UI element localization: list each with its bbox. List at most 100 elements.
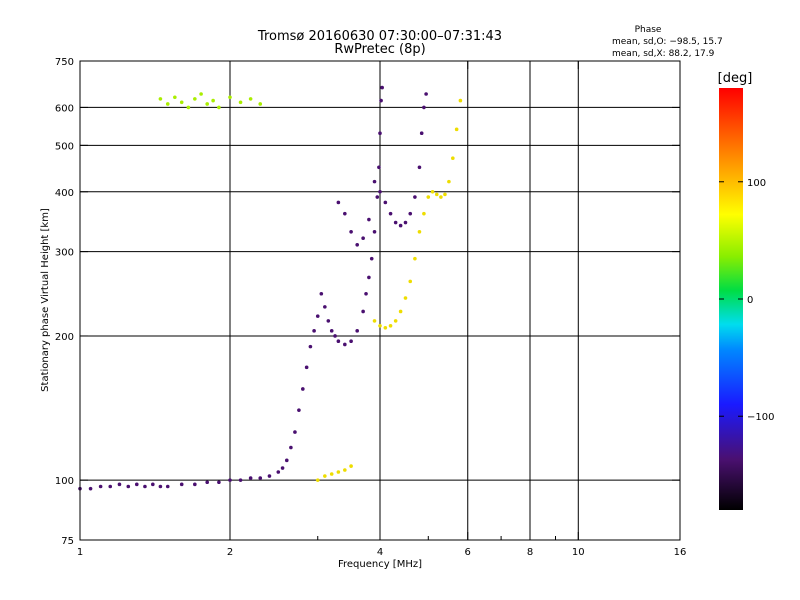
data-point: [439, 195, 443, 199]
data-point: [158, 97, 163, 101]
data-point: [179, 482, 184, 487]
x-tick-label: 2: [227, 547, 233, 558]
data-point: [333, 334, 337, 338]
data-point: [329, 329, 334, 333]
data-point: [308, 344, 313, 349]
data-point: [388, 211, 393, 216]
chart-title: Tromsø 20160630 07:30:00–07:31:43: [257, 29, 502, 44]
data-point: [258, 476, 263, 480]
y-tick-label: 500: [55, 141, 74, 152]
data-point: [193, 97, 197, 101]
data-point: [413, 256, 417, 261]
data-point: [378, 189, 382, 194]
data-point: [451, 156, 455, 161]
data-point: [422, 211, 426, 216]
data-point: [205, 102, 209, 106]
data-point: [388, 324, 393, 328]
data-point: [383, 200, 388, 205]
x-tick-label: 6: [465, 547, 471, 558]
data-point: [217, 480, 221, 485]
y-axis-label: Stationary phase Virtual Height [km]: [40, 208, 51, 392]
data-point: [349, 464, 353, 468]
data-point: [417, 229, 422, 234]
data-point: [430, 189, 435, 194]
stats-line-o: mean, sd,O: −98.5, 15.7: [612, 37, 723, 47]
data-point: [134, 482, 139, 487]
y-tick-label: 300: [55, 248, 74, 259]
y-tick-label: 100: [55, 476, 74, 487]
data-point: [126, 484, 131, 489]
colorbar-ticks: −100 0 100: [719, 178, 774, 423]
data-point: [375, 195, 380, 199]
data-point: [248, 97, 253, 101]
data-point: [301, 387, 305, 391]
colorbar-tick-label: 0: [747, 295, 753, 306]
chart-subtitle: RwPretec (8p): [334, 42, 425, 57]
data-point: [304, 365, 309, 370]
data-point: [280, 466, 285, 470]
data-point: [293, 430, 297, 434]
data-point: [326, 319, 331, 323]
data-point: [408, 279, 413, 284]
data-point: [165, 484, 170, 489]
data-point: [315, 478, 320, 482]
data-point: [424, 92, 428, 96]
x-tick-label: 8: [527, 547, 533, 558]
data-point: [403, 296, 408, 300]
data-point: [276, 470, 281, 474]
phase-colorbar: [deg] −100 0 100: [718, 71, 774, 510]
y-tick-label: 75: [61, 536, 74, 547]
data-point: [380, 85, 384, 90]
data-point: [398, 223, 403, 228]
data-point: [199, 92, 203, 96]
data-point: [417, 165, 422, 170]
data-point: [349, 229, 353, 234]
data-point: [158, 484, 163, 489]
data-point: [355, 329, 359, 333]
y-axis-ticks: 75 100 200 300 400 500 600 750: [55, 57, 680, 547]
data-point: [434, 192, 439, 197]
x-tick-label: 16: [674, 547, 687, 558]
data-point: [151, 482, 155, 487]
data-point: [193, 482, 197, 487]
x-axis-label: Frequency [MHz]: [338, 559, 422, 570]
data-point: [88, 486, 93, 491]
data-point: [361, 236, 365, 240]
data-point: [238, 478, 243, 482]
data-point: [108, 484, 113, 489]
data-point: [238, 100, 243, 105]
data-point: [289, 445, 293, 450]
data-point: [378, 131, 382, 136]
data-point: [336, 470, 341, 474]
data-point: [267, 474, 272, 478]
colorbar-tick-label: 100: [747, 178, 766, 189]
data-point: [355, 242, 359, 247]
data-point: [228, 95, 232, 100]
data-point: [361, 309, 365, 314]
data-point: [419, 131, 424, 136]
x-tick-label: 10: [572, 547, 585, 558]
x-tick-label: 4: [377, 547, 383, 558]
data-point: [343, 342, 347, 347]
data-point: [211, 98, 215, 103]
data-point: [458, 98, 463, 103]
data-point: [343, 211, 347, 216]
data-point: [319, 291, 324, 296]
data-point: [377, 165, 381, 170]
data-point: [329, 472, 334, 476]
data-point: [228, 478, 232, 482]
data-point: [143, 484, 147, 489]
plot-area: 1 2 4 6 8 10 16 75 100 200 300 400 500 600 750: [55, 57, 686, 558]
data-point: [323, 305, 327, 309]
data-point: [312, 329, 316, 333]
data-point: [205, 480, 209, 485]
data-point: [173, 95, 177, 100]
data-point: [454, 127, 459, 132]
data-point: [248, 476, 253, 480]
data-point: [186, 105, 191, 110]
data-point: [422, 105, 426, 110]
data-point: [98, 484, 103, 489]
data-point: [372, 179, 377, 184]
y-tick-label: 750: [55, 57, 74, 68]
